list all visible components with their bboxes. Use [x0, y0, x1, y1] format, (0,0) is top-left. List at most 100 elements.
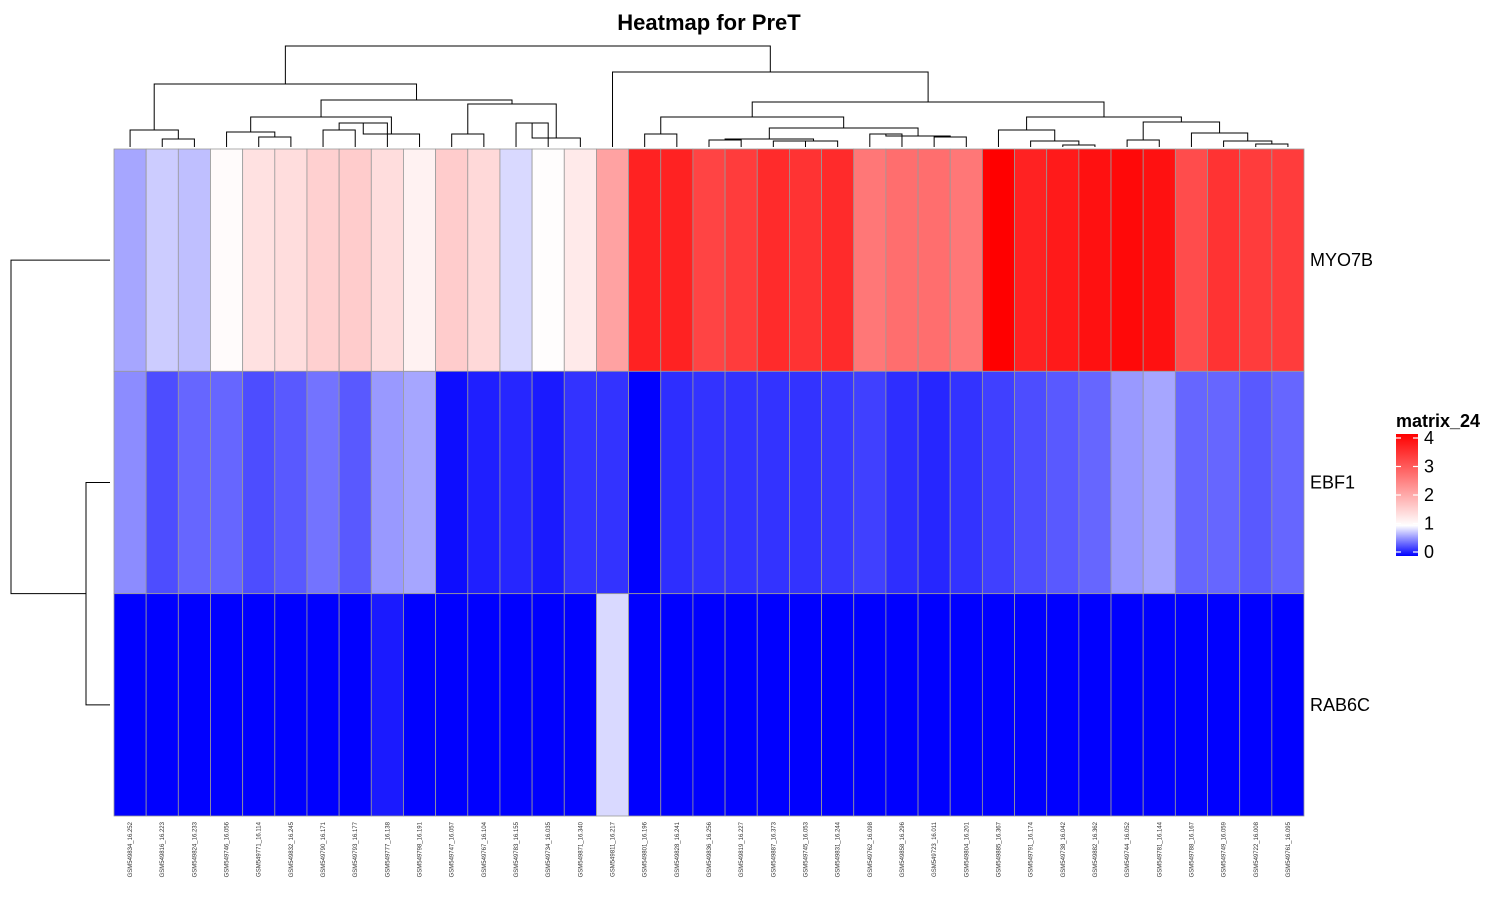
heatmap-cell: [1078, 370, 1112, 595]
heatmap-cell: [145, 148, 179, 372]
column-label: GSM549885_16.367: [996, 821, 1002, 877]
heatmap-cell: [1014, 370, 1048, 595]
heatmap-cell: [628, 370, 662, 595]
heatmap-cell: [1046, 370, 1080, 595]
heatmap-cell: [1239, 370, 1273, 595]
heatmap-cell: [596, 593, 629, 817]
column-label: GSM549790_16.171: [321, 821, 327, 877]
heatmap-cell: [563, 148, 597, 372]
dendrogram-branch: [284, 45, 771, 84]
heatmap-cell: [821, 148, 855, 372]
row-label: EBF1: [1310, 473, 1355, 493]
heatmap-cell: [1046, 148, 1080, 372]
dendrogram-branch: [933, 136, 967, 147]
heatmap-cell: [949, 370, 983, 595]
heatmap-cell: [917, 593, 951, 817]
dendrogram-branch: [1190, 132, 1249, 147]
heatmap-cell: [756, 148, 790, 372]
dendrogram-branch: [1026, 116, 1182, 130]
dendrogram-branch: [322, 129, 356, 147]
heatmap-cell: [467, 593, 501, 817]
legend-tick-label: 4: [1424, 428, 1434, 448]
chart-title: Heatmap for PreT: [617, 10, 801, 35]
column-label: GSM549744_16.052: [1125, 821, 1131, 877]
heatmap-cell: [1174, 148, 1208, 372]
color-legend: matrix_24 0 1 2 3 4: [1396, 411, 1480, 562]
row-dendrogram: [10, 259, 110, 706]
heatmap-cell: [177, 370, 211, 595]
heatmap-cell: [531, 148, 565, 372]
column-label: GSM549781_16.144: [1157, 821, 1163, 877]
heatmap-cell: [1207, 370, 1241, 595]
column-label: GSM549804_16.201: [964, 821, 970, 877]
column-label: GSM549887_16.373: [771, 821, 777, 877]
heatmap-cell: [1014, 593, 1048, 817]
heatmap-cell: [563, 593, 597, 817]
heatmap-cell: [949, 148, 983, 372]
heatmap-cell: [242, 370, 276, 595]
dendrogram-branch: [161, 138, 195, 147]
dendrogram-branch: [751, 101, 1105, 117]
heatmap-cells: [113, 148, 1305, 817]
heatmap-cell: [435, 370, 469, 595]
heatmap-cell: [113, 593, 147, 817]
column-label: GSM549749_16.059: [1222, 821, 1228, 877]
dendrogram-branch: [10, 259, 110, 595]
heatmap-cell: [499, 148, 533, 372]
heatmap-cell: [1174, 370, 1208, 595]
heatmap-cell: [1271, 370, 1305, 595]
heatmap-cell: [821, 593, 855, 817]
heatmap-cell: [660, 370, 694, 595]
heatmap-cell: [1239, 593, 1273, 817]
column-label: GSM549734_16.035: [546, 821, 552, 877]
heatmap-cell: [210, 148, 244, 372]
dendrogram-branch: [772, 140, 806, 147]
heatmap-cell: [789, 370, 822, 595]
column-label: GSM549824_16.233: [192, 821, 198, 877]
dendrogram-branch: [1030, 140, 1080, 147]
legend-tick-label: 0: [1424, 542, 1434, 562]
heatmap-cell: [370, 148, 404, 372]
column-label: GSM549761_16.095: [1286, 821, 1292, 877]
heatmap-cell: [1110, 148, 1144, 372]
heatmap-cell: [1142, 593, 1176, 817]
column-label: GSM549747_16.057: [450, 821, 456, 877]
heatmap-cell: [403, 148, 437, 372]
heatmap-cell: [789, 148, 822, 372]
column-label: GSM549788_16.167: [1189, 821, 1195, 877]
heatmap-cell: [853, 593, 887, 817]
legend-color-bar: [1396, 434, 1418, 556]
heatmap-cell: [724, 370, 758, 595]
column-label: GSM549723_16.011: [932, 821, 938, 877]
dendrogram-branch: [660, 116, 845, 134]
heatmap-cell: [338, 593, 372, 817]
heatmap-cell: [177, 593, 211, 817]
row-label: RAB6C: [1310, 695, 1370, 715]
heatmap-cell: [660, 148, 694, 372]
heatmap-cell: [692, 593, 726, 817]
column-labels: GSM549834_16.252 GSM549816_16.223 GSM54982…: [128, 821, 1292, 877]
column-label: GSM549762_16.098: [868, 821, 874, 877]
column-label: GSM549798_16.191: [418, 821, 424, 877]
heatmap-cell: [531, 370, 565, 595]
column-label: GSM549882_16.362: [1093, 821, 1099, 877]
dendrogram-branch: [789, 140, 839, 147]
heatmap-cell: [467, 148, 501, 372]
heatmap-cell: [692, 148, 726, 372]
column-label: GSM549828_16.241: [675, 821, 681, 877]
heatmap-cell: [370, 593, 404, 817]
heatmap-cell: [628, 148, 662, 372]
heatmap-cell: [596, 148, 629, 372]
heatmap-cell: [885, 148, 919, 372]
heatmap-cell: [306, 148, 340, 372]
column-label: GSM549783_16.155: [514, 821, 520, 877]
heatmap-cell: [306, 593, 340, 817]
heatmap-cell: [853, 148, 887, 372]
column-label: GSM549745_16.053: [803, 821, 809, 877]
heatmap-cell: [724, 148, 758, 372]
column-label: GSM549831_16.244: [836, 821, 842, 877]
legend-title: matrix_24: [1396, 411, 1480, 431]
heatmap-cell: [821, 370, 855, 595]
heatmap-cell: [596, 370, 629, 595]
